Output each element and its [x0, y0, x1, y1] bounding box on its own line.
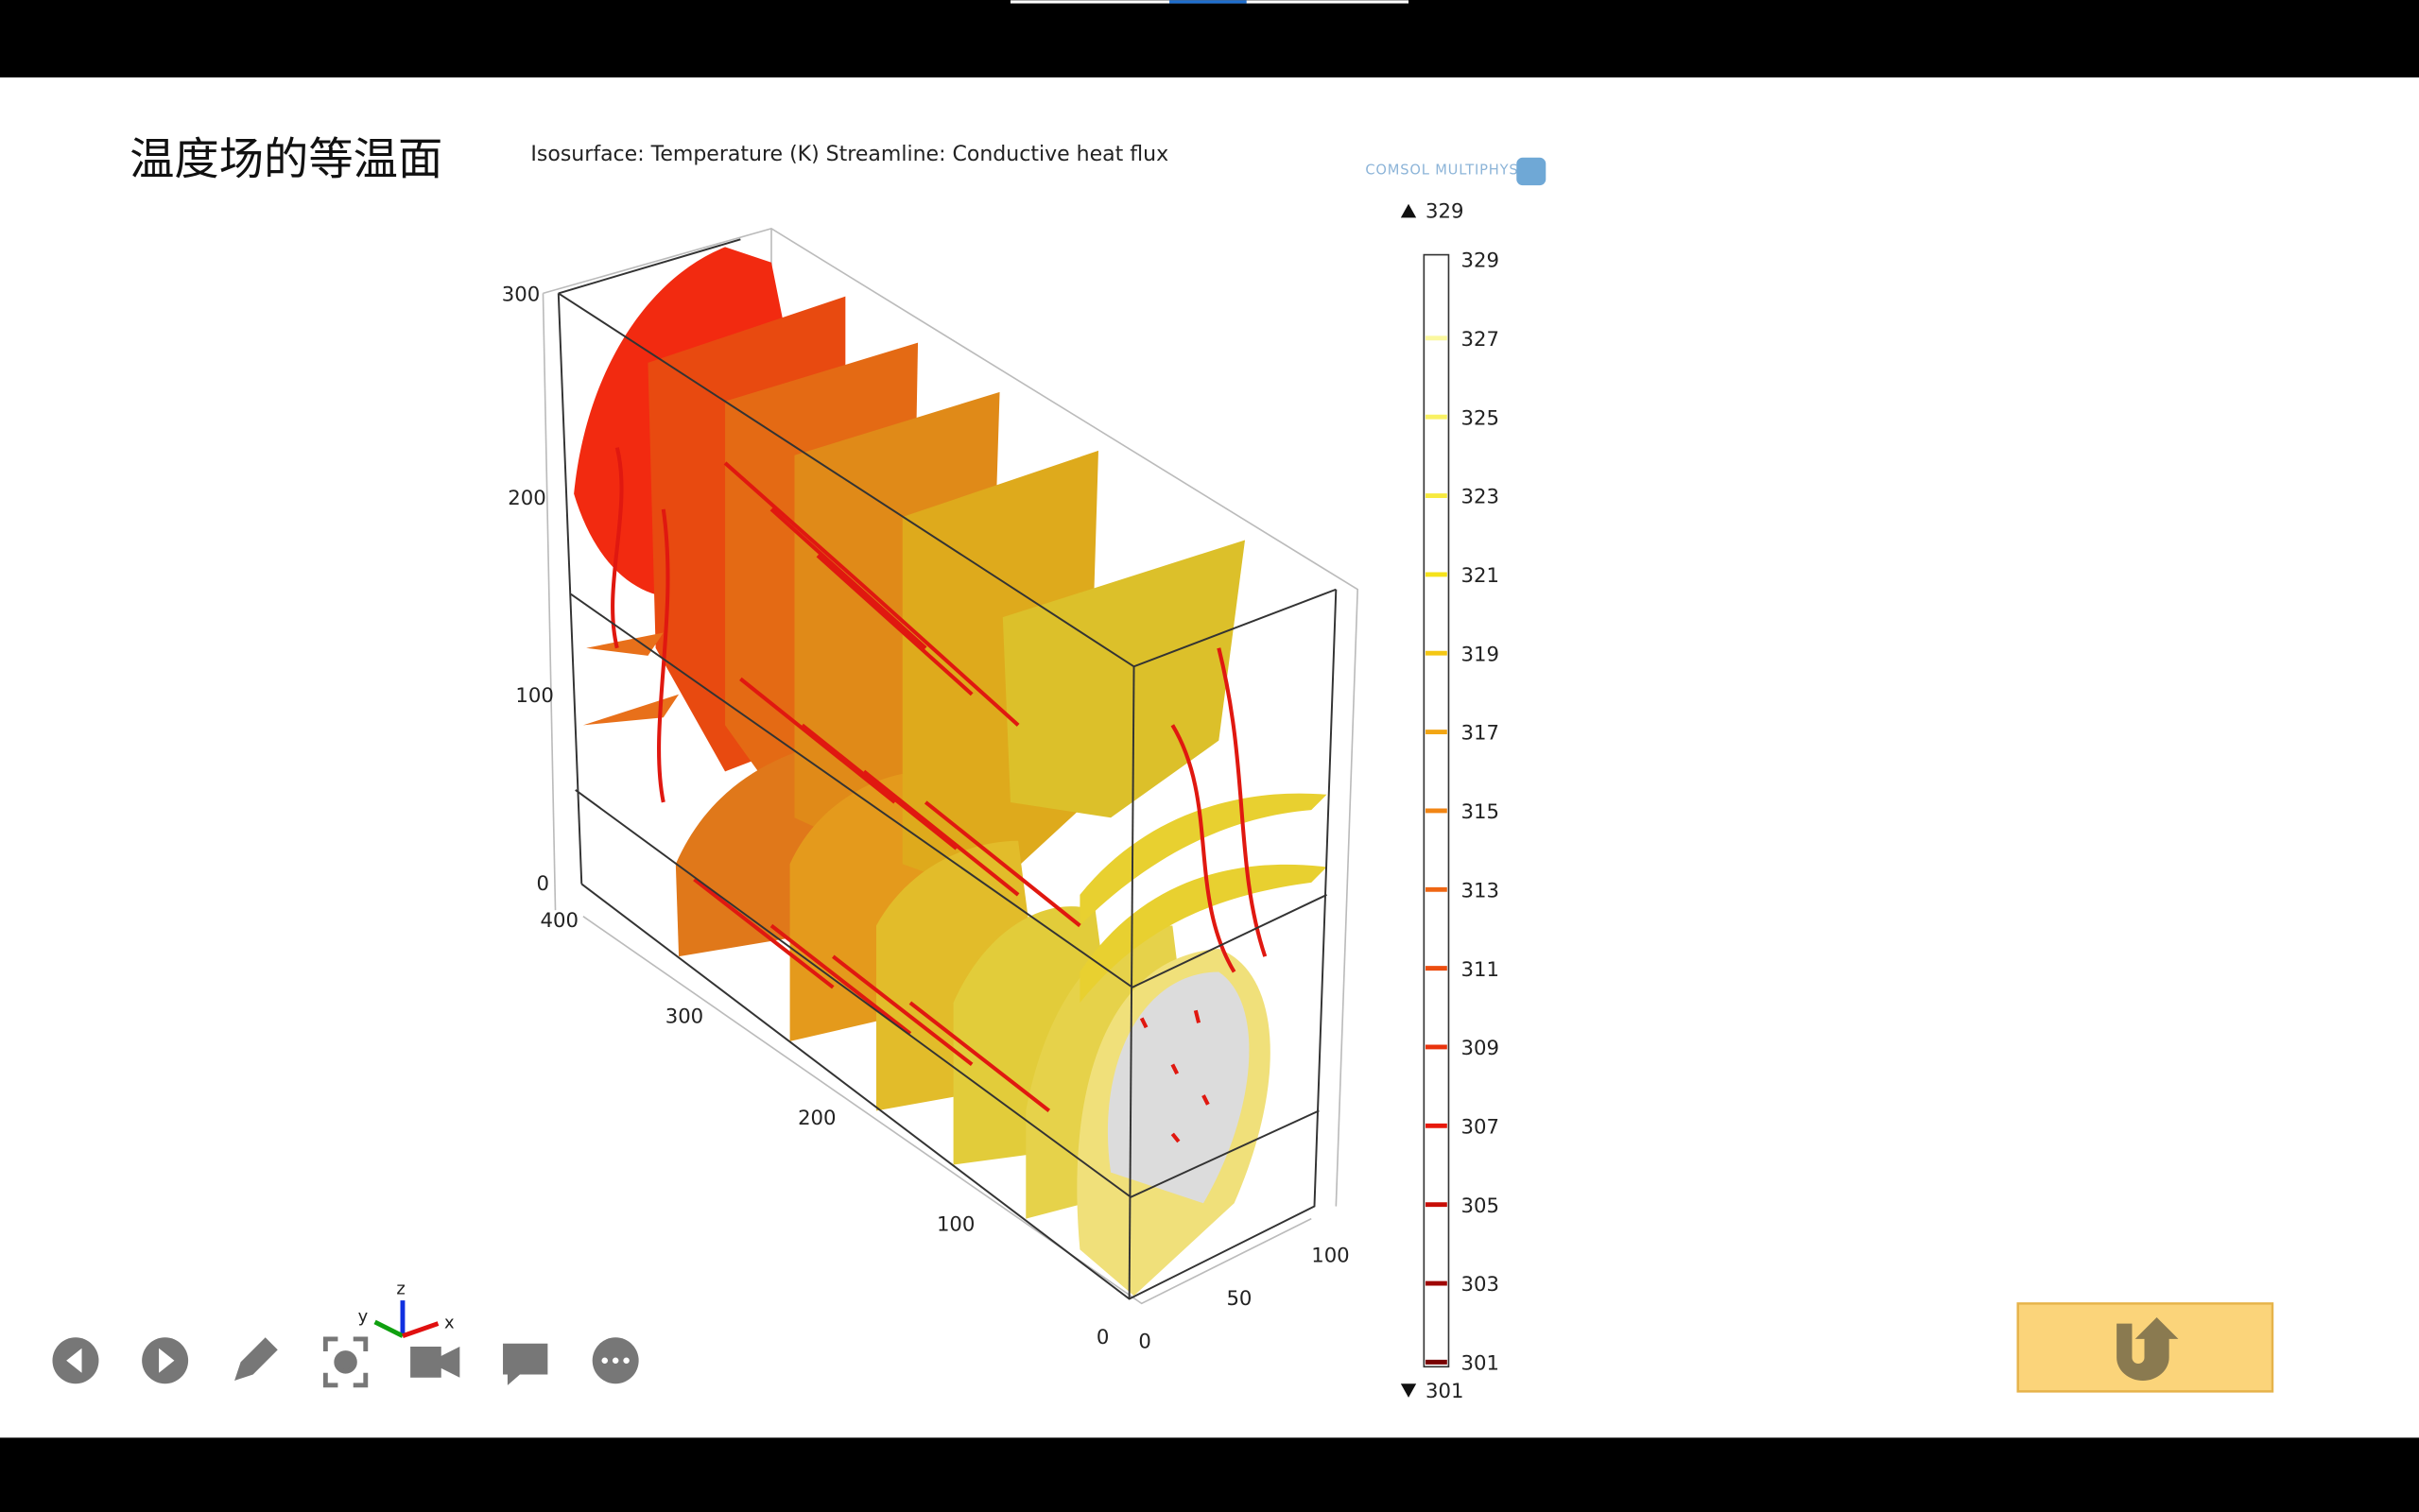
front-box — [557, 238, 1338, 1300]
colorbar-tick-label: 325 — [1461, 406, 1499, 430]
y-tick-label: 400 — [541, 909, 579, 933]
plot-title: Isosurface: Temperature (K) Streamline: … — [530, 143, 1168, 166]
slide — [0, 77, 2419, 1438]
progress-indicator — [1169, 0, 1247, 4]
y-tick-label: 300 — [665, 1005, 703, 1028]
y-tick-label: 200 — [798, 1107, 836, 1130]
colorbar-tick-label: 323 — [1461, 486, 1499, 509]
toolbar — [52, 1336, 639, 1388]
z-tick-label: 0 — [536, 872, 548, 896]
z-tick-label: 300 — [502, 284, 540, 307]
axis-triad: z y x — [358, 1280, 455, 1338]
y-tick-label: 100 — [937, 1213, 975, 1237]
colorbar-tick-label: 321 — [1461, 564, 1499, 588]
x-tick-label: 100 — [1311, 1244, 1349, 1267]
colorbar-tick-label: 309 — [1461, 1037, 1499, 1060]
colorbar-tick-label: 301 — [1461, 1352, 1499, 1376]
colorbar-tick-label: 317 — [1461, 722, 1499, 746]
comment-button[interactable] — [503, 1343, 548, 1385]
colorbar-min: 301 — [1425, 1380, 1463, 1403]
colorbar-tick-label: 327 — [1461, 328, 1499, 352]
svg-text:x: x — [444, 1313, 455, 1332]
y-tick-label: 0 — [1097, 1326, 1109, 1349]
logo-icon — [1516, 157, 1546, 186]
x-tick-label: 50 — [1226, 1287, 1252, 1311]
x-tick-label: 0 — [1138, 1331, 1151, 1354]
colorbar-tick-label: 303 — [1461, 1273, 1499, 1297]
colorbar-tick-label: 319 — [1461, 643, 1499, 666]
slide-title: 温度场的等温面 — [130, 134, 442, 186]
z-tick-label: 100 — [515, 684, 553, 708]
return-button[interactable] — [2016, 1302, 2274, 1393]
colorbar-tick-label: 329 — [1461, 249, 1499, 273]
camera-button[interactable] — [410, 1347, 460, 1378]
svg-text:y: y — [358, 1307, 369, 1327]
isosurfaces — [574, 247, 1327, 1297]
colorbar-tick-label: 311 — [1461, 958, 1499, 982]
colorbar-tick-label: 313 — [1461, 879, 1499, 902]
svg-text:z: z — [396, 1280, 405, 1299]
min-marker — [1400, 1383, 1417, 1398]
z-tick-label: 200 — [508, 487, 545, 510]
capture-button[interactable] — [322, 1336, 369, 1388]
plot-3d — [542, 227, 1359, 1305]
colorbar: 329 301 329 327 325 323 321 319 317 315 313 311 30… — [1400, 199, 1499, 1403]
colorbar-tick-label: 305 — [1461, 1194, 1499, 1218]
max-marker — [1400, 203, 1417, 218]
pen-button[interactable] — [234, 1337, 278, 1381]
colorbar-max: 329 — [1425, 199, 1463, 223]
colorbar-tick-label: 307 — [1461, 1115, 1499, 1139]
colorbar-tick-label: 315 — [1461, 800, 1499, 824]
logo-text: COMSOL MULTIPHYSICS — [1365, 163, 1544, 179]
